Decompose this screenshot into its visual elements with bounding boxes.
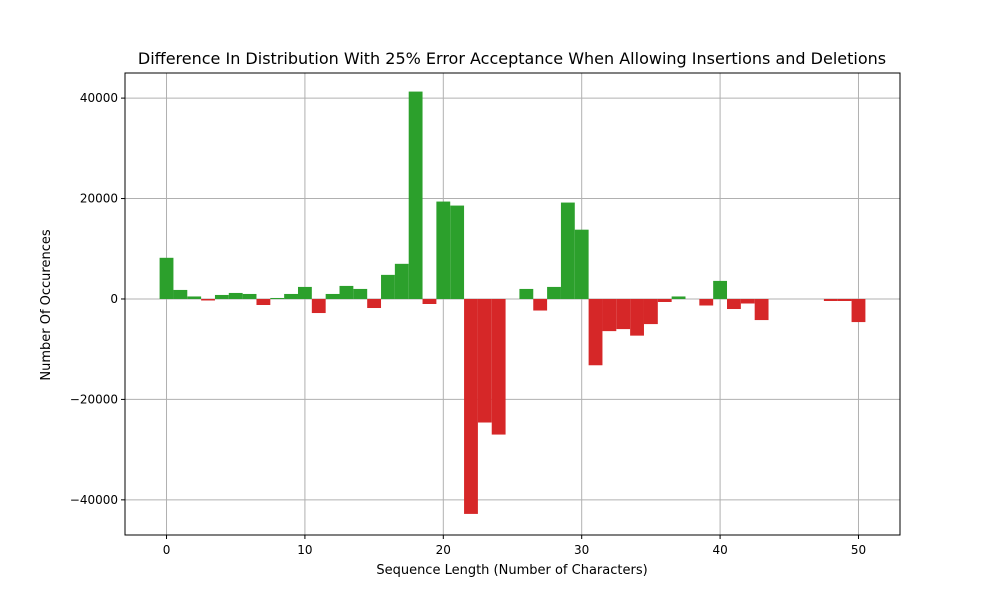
bar — [422, 298, 437, 304]
y-axis-ticks: −40000 −20000 0 20000 40000 — [70, 91, 125, 507]
bar — [173, 289, 188, 299]
bar — [823, 298, 838, 301]
x-axis-ticks: 0 10 20 30 40 50 — [163, 535, 866, 557]
bar — [284, 293, 298, 299]
bars — [159, 91, 866, 514]
bar — [616, 298, 631, 330]
bar — [339, 285, 354, 299]
bar — [477, 298, 492, 423]
bar — [643, 298, 658, 325]
y-tick-label: −20000 — [70, 392, 118, 406]
grid — [125, 73, 900, 535]
bar — [408, 91, 423, 299]
bar — [837, 298, 852, 301]
bar — [519, 288, 534, 299]
x-axis-label: Sequence Length (Number of Characters) — [376, 563, 647, 578]
bar — [574, 229, 589, 299]
bar — [450, 205, 465, 299]
bar — [740, 298, 755, 304]
bar — [671, 296, 686, 299]
bar — [311, 298, 326, 314]
bar — [270, 297, 285, 299]
bar — [297, 286, 312, 299]
chart-title: Difference In Distribution With 25% Erro… — [138, 49, 886, 68]
bar — [630, 298, 644, 336]
bar — [533, 298, 548, 311]
bar — [464, 298, 478, 514]
bar — [394, 263, 409, 299]
bar — [381, 274, 395, 299]
y-tick-label: −40000 — [70, 493, 118, 507]
bar — [256, 298, 271, 306]
bar — [851, 298, 866, 323]
bar — [214, 294, 229, 299]
bar — [228, 292, 243, 299]
y-tick-label: 40000 — [80, 91, 118, 105]
bar — [754, 298, 769, 321]
bar — [699, 298, 714, 306]
x-tick-label: 20 — [436, 543, 451, 557]
bar — [657, 298, 672, 302]
bar — [436, 201, 451, 299]
bar — [491, 298, 506, 435]
y-axis-label: Number Of Occurences — [39, 229, 54, 381]
x-tick-label: 10 — [297, 543, 312, 557]
bar — [547, 286, 561, 299]
bar — [187, 296, 202, 299]
bar — [713, 280, 728, 299]
bar — [325, 293, 340, 299]
bar — [242, 293, 257, 299]
plot-frame — [124, 72, 901, 536]
x-tick-label: 50 — [851, 543, 866, 557]
bar — [588, 298, 603, 366]
bar — [560, 202, 575, 299]
bar — [201, 298, 215, 301]
bar — [367, 298, 382, 309]
bar — [159, 257, 174, 299]
bar — [353, 288, 368, 299]
x-tick-label: 30 — [574, 543, 589, 557]
bar — [602, 298, 617, 332]
x-tick-label: 40 — [712, 543, 727, 557]
x-tick-label: 0 — [163, 543, 171, 557]
y-tick-label: 20000 — [80, 192, 118, 206]
bar — [727, 298, 741, 310]
y-tick-label: 0 — [110, 292, 118, 306]
